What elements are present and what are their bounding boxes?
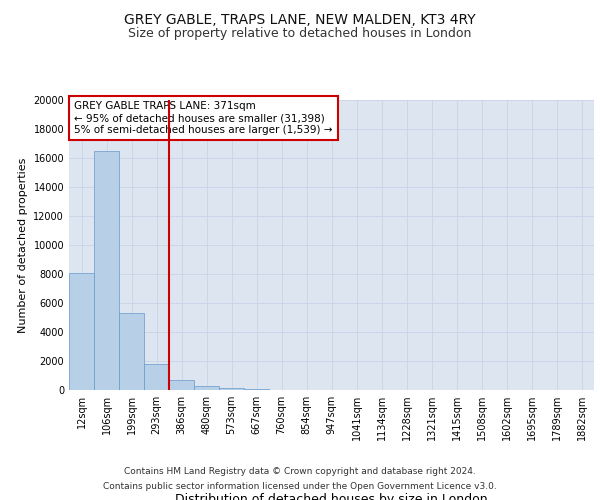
Text: Size of property relative to detached houses in London: Size of property relative to detached ho…	[128, 28, 472, 40]
Bar	[194, 386, 219, 390]
X-axis label: Distribution of detached houses by size in London: Distribution of detached houses by size …	[175, 493, 488, 500]
Bar	[144, 364, 169, 390]
Bar	[169, 380, 194, 390]
Bar	[219, 388, 244, 390]
Text: GREY GABLE, TRAPS LANE, NEW MALDEN, KT3 4RY: GREY GABLE, TRAPS LANE, NEW MALDEN, KT3 …	[124, 12, 476, 26]
Bar	[94, 151, 119, 390]
Bar	[69, 272, 94, 390]
Text: Contains public sector information licensed under the Open Government Licence v3: Contains public sector information licen…	[103, 482, 497, 491]
Text: Contains HM Land Registry data © Crown copyright and database right 2024.: Contains HM Land Registry data © Crown c…	[124, 467, 476, 476]
Bar	[244, 389, 269, 390]
Bar	[119, 313, 144, 390]
Y-axis label: Number of detached properties: Number of detached properties	[18, 158, 28, 332]
Text: GREY GABLE TRAPS LANE: 371sqm
← 95% of detached houses are smaller (31,398)
5% o: GREY GABLE TRAPS LANE: 371sqm ← 95% of d…	[74, 102, 333, 134]
